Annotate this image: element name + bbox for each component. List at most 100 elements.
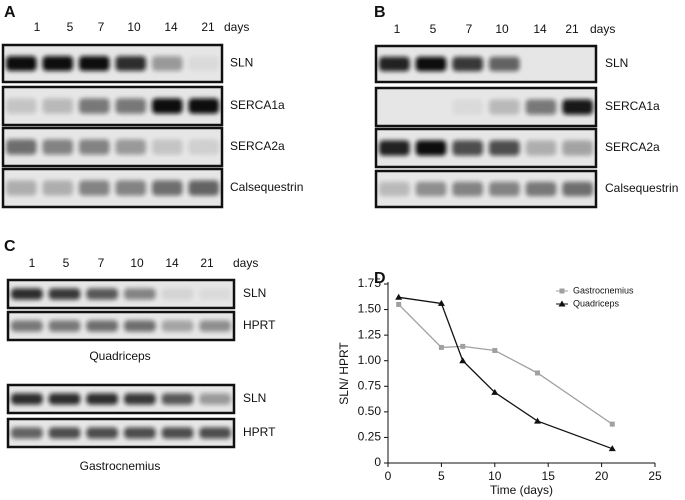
blot-label: SERCA2a [230, 139, 285, 153]
data-point [437, 299, 445, 306]
lane-label: 21 [201, 20, 215, 34]
series-line [398, 303, 613, 425]
blot-band [152, 98, 183, 114]
blot-background [1, 85, 224, 127]
blot-band [415, 56, 447, 72]
blot-band [489, 56, 520, 72]
lane-label: 1 [394, 22, 401, 36]
blot-caption: Quadriceps [89, 349, 150, 363]
legend-label: Gastrocnemius [573, 285, 634, 295]
blot-band [11, 288, 43, 300]
blot-band [161, 427, 194, 439]
lane-label: 14 [164, 20, 178, 34]
blot-label: SLN [230, 56, 253, 70]
blot-band [525, 99, 557, 115]
blot-label: HPRT [243, 318, 276, 332]
blot-band [124, 320, 156, 332]
x-tick-label: 10 [488, 469, 502, 483]
data-point [535, 370, 541, 376]
lane-unit: days [590, 22, 615, 36]
blot-label: Calsequestrin [605, 181, 678, 195]
blot-background [374, 86, 598, 128]
blot-band [6, 56, 37, 71]
blot-band [415, 181, 447, 197]
blot-label: SLN [243, 286, 266, 300]
lane-label: 1 [34, 20, 41, 34]
blot-band [452, 99, 483, 115]
x-tick-label: 15 [542, 469, 556, 483]
blot-label: SERCA2a [605, 140, 660, 154]
data-point [396, 301, 402, 307]
lane-label: 7 [98, 20, 105, 34]
panel-letter: A [4, 4, 16, 21]
lane-unit: days [224, 20, 249, 34]
blot-band [188, 180, 219, 196]
lane-label: 5 [67, 20, 74, 34]
blot-background [1, 126, 224, 168]
blot-band [48, 427, 81, 439]
blot-band [42, 98, 73, 114]
blot-background [374, 44, 598, 84]
lane-unit: days [233, 256, 258, 270]
blot-band [11, 427, 43, 439]
blot-band [6, 139, 37, 155]
blot-band [199, 427, 231, 439]
blot-band [124, 427, 156, 439]
blot-band [48, 393, 81, 405]
blot-band [6, 98, 37, 114]
blot-label: SLN [605, 56, 628, 70]
blot-background [374, 127, 598, 169]
x-tick-label: 20 [595, 469, 609, 483]
y-tick-label: 0.50 [358, 404, 382, 418]
lane-label: 10 [127, 20, 141, 34]
lane-label: 10 [495, 22, 509, 36]
legend-marker [559, 288, 565, 294]
blot-band [79, 56, 110, 71]
blot-band [199, 393, 231, 405]
data-point [534, 417, 542, 424]
blot-band [115, 56, 146, 71]
legend-marker [558, 300, 566, 307]
blot-band [562, 140, 593, 156]
lane-label: 21 [565, 22, 579, 36]
blot-label: SLN [243, 391, 266, 405]
lane-label: 7 [98, 256, 105, 270]
blot-band [199, 288, 231, 300]
blot-band [42, 180, 73, 196]
blot-band [489, 140, 520, 156]
y-tick-label: 1.25 [358, 327, 382, 341]
data-point [438, 344, 444, 350]
lane-label: 14 [165, 256, 179, 270]
blot-band [379, 181, 410, 197]
blot-band [161, 393, 194, 405]
blot-label: HPRT [243, 425, 276, 439]
blot-label: Calsequestrin [230, 180, 303, 194]
blot-band [86, 393, 118, 405]
y-tick-label: 1.00 [358, 353, 382, 367]
blot-band [11, 393, 43, 405]
lane-label: 10 [130, 256, 144, 270]
blot-band [48, 288, 81, 300]
x-tick-label: 25 [648, 469, 662, 483]
legend-label: Quadriceps [573, 298, 620, 308]
blot-band [489, 181, 520, 197]
blot-background [374, 169, 598, 209]
lane-label: 21 [200, 256, 214, 270]
blot-band [42, 139, 73, 155]
blot-band [42, 56, 73, 71]
x-tick-label: 0 [385, 469, 392, 483]
blot-label: SERCA1a [230, 98, 285, 112]
lane-label: 1 [29, 256, 36, 270]
blot-band [199, 320, 231, 332]
blot-band [379, 56, 410, 72]
blot-band [525, 140, 557, 156]
blot-background [1, 43, 224, 84]
y-tick-label: 0.75 [358, 378, 382, 392]
blot-background [6, 417, 236, 449]
data-point [459, 357, 467, 364]
y-tick-label: 1.75 [358, 276, 382, 290]
blot-band [489, 99, 520, 115]
blot-background [6, 310, 236, 342]
blot-band [79, 180, 110, 196]
